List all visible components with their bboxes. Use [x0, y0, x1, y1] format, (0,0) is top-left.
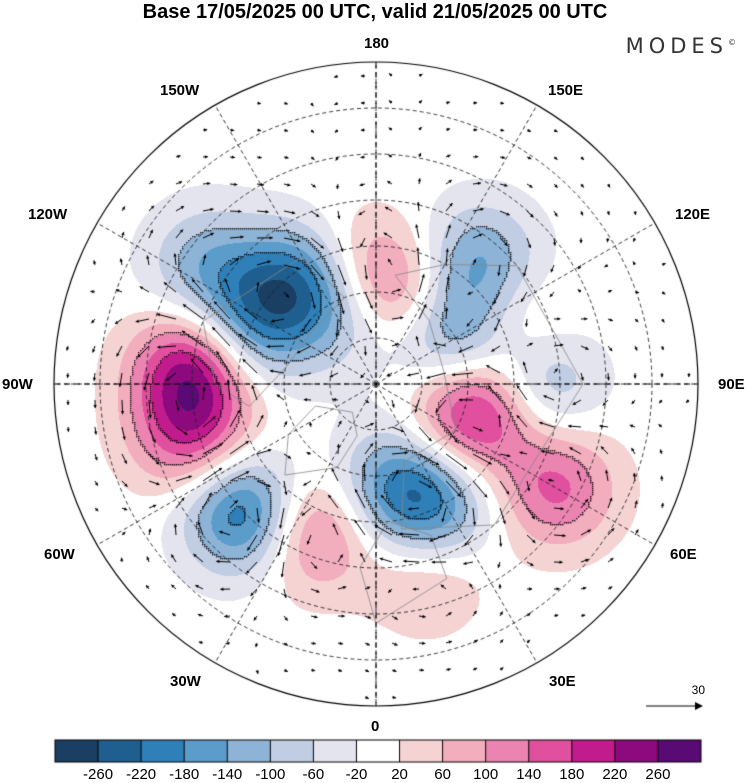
- lon-label-60w: 60W: [44, 546, 75, 563]
- lon-label-30e: 30E: [549, 673, 576, 690]
- map-title: Base 17/05/2025 00 UTC, valid 21/05/2025…: [142, 1, 608, 23]
- lon-label-180: 180: [364, 35, 390, 52]
- colorbar-tick-label: -260: [83, 766, 114, 783]
- colorbar-tick-label: -100: [255, 766, 286, 783]
- reference-vector-label: 30: [691, 683, 705, 697]
- colorbar-tick-label: -20: [345, 766, 368, 783]
- colorbar-tick-label: -220: [126, 766, 157, 783]
- colorbar-tick-label: 100: [473, 766, 499, 783]
- modes-logo: MODES©: [625, 34, 736, 58]
- colorbar-tick-label: -140: [212, 766, 243, 783]
- lon-label-60e: 60E: [670, 546, 697, 563]
- lon-label-30w: 30W: [170, 673, 201, 690]
- lon-label-120e: 120E: [675, 206, 711, 223]
- colorbar-tick-label: -60: [302, 766, 325, 783]
- colorbar-tick-label: 140: [516, 766, 542, 783]
- lon-label-120w: 120W: [28, 206, 68, 223]
- lon-label-150w: 150W: [160, 82, 200, 99]
- colorbar-tick-label: -180: [169, 766, 200, 783]
- colorbar-tick-label: 20: [391, 766, 408, 783]
- colorbar-tick-label: 60: [434, 766, 451, 783]
- lon-label-0: 0: [371, 718, 380, 735]
- colorbar-tick-label: 220: [602, 766, 628, 783]
- colorbar-tick-label: 260: [645, 766, 671, 783]
- lon-label-90w: 90W: [2, 376, 33, 393]
- lon-label-90e: 90E: [718, 376, 745, 393]
- lon-label-150e: 150E: [548, 82, 584, 99]
- colorbar-tick-label: 180: [559, 766, 585, 783]
